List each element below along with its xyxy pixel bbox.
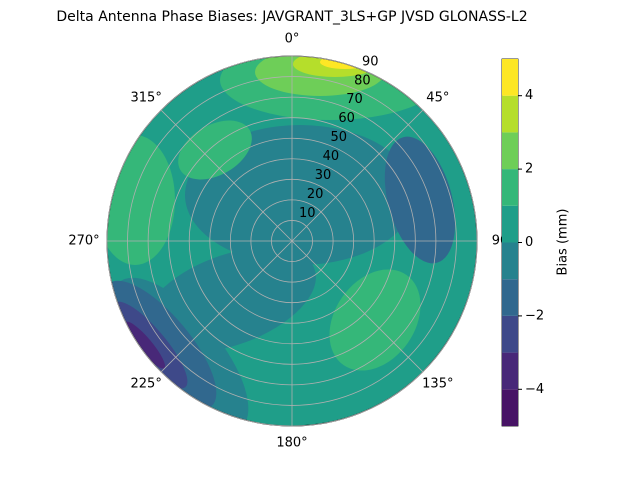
- theta-tick-label: 0°: [285, 32, 300, 47]
- polar-grid: [106, 55, 478, 427]
- theta-tick-label: 180°: [276, 436, 307, 451]
- colorbar-label: Bias (mm): [556, 209, 571, 276]
- grid-spoke: [160, 109, 293, 242]
- contour-region: [185, 125, 415, 265]
- r-tick-label: 80: [354, 73, 371, 88]
- colorbar-band: [502, 242, 518, 280]
- grid-spoke: [291, 240, 424, 373]
- colorbar-band: [502, 169, 518, 206]
- grid-spoke: [291, 109, 424, 242]
- theta-tick-label: 135°: [422, 376, 453, 391]
- colorbar-tick-label: 2: [525, 162, 533, 177]
- theta-tick-label: 315°: [131, 91, 162, 106]
- r-tick-label: 10: [299, 206, 316, 221]
- colorbar-band: [502, 279, 518, 316]
- colorbar-band: [502, 132, 518, 170]
- r-tick-label: 20: [307, 187, 324, 202]
- r-tick-label: 90: [362, 54, 379, 69]
- colorbar-band: [502, 205, 518, 243]
- colorbar-tick-label: 0: [525, 235, 533, 250]
- theta-tick-label: 225°: [131, 376, 162, 391]
- colorbar-band: [502, 59, 518, 96]
- r-tick-label: 30: [315, 168, 332, 183]
- contour-region: [178, 120, 252, 180]
- contour-region: [329, 269, 421, 371]
- colorbar-tick-label: −4: [525, 382, 544, 397]
- contour-region: [124, 321, 166, 369]
- contour-region: [384, 136, 456, 264]
- r-tick-label: 70: [346, 92, 363, 107]
- theta-tick-label: 270°: [68, 234, 99, 249]
- colorbar-band: [502, 315, 518, 353]
- r-tick-label: 50: [331, 130, 348, 145]
- chart-title: Delta Antenna Phase Biases: JAVGRANT_3LS…: [56, 9, 527, 25]
- theta-tick-label: 45°: [426, 91, 449, 106]
- r-tick-label: 60: [338, 111, 355, 126]
- grid-spoke: [160, 240, 293, 373]
- colorbar-band: [502, 389, 518, 426]
- colorbar-band: [502, 352, 518, 390]
- colorbar-tick-label: 4: [525, 88, 533, 103]
- r-tick-label: 40: [323, 149, 340, 164]
- colorbar-tick-label: −2: [525, 308, 544, 323]
- colorbar-band: [502, 95, 518, 133]
